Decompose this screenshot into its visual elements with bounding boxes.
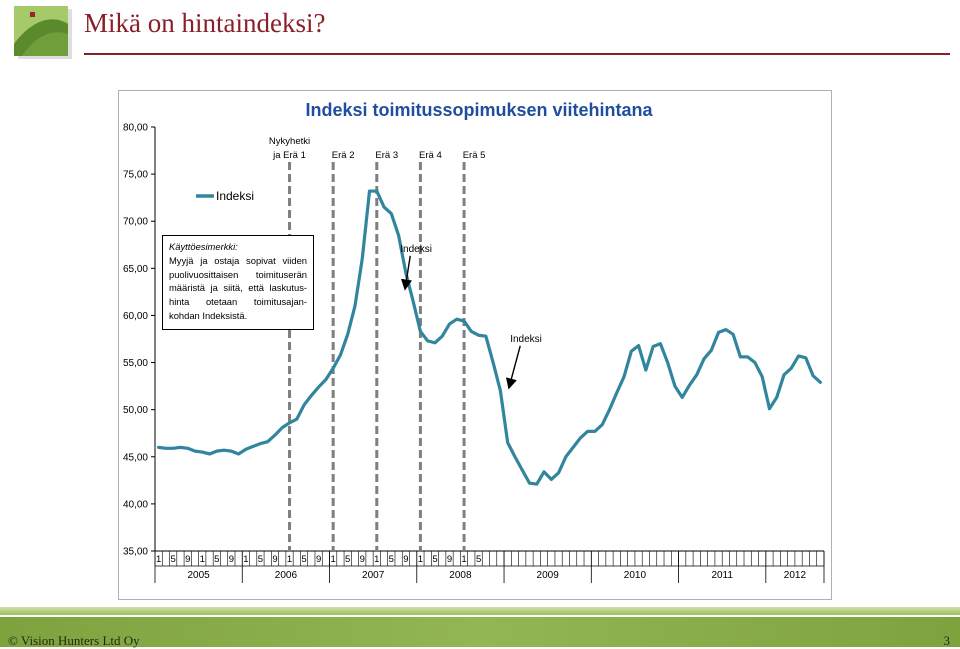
- green-square-logo-icon: [14, 6, 72, 59]
- x-month-label: 5: [476, 554, 481, 565]
- x-month-label: 1: [418, 554, 423, 565]
- annotation-arrow: [505, 345, 521, 390]
- x-month-label: 5: [214, 554, 219, 565]
- x-month-label: 9: [272, 554, 277, 565]
- y-tick-label: 55,00: [123, 358, 148, 369]
- x-month-label: 1: [200, 554, 205, 565]
- chart-title: Indeksi toimitussopimuksen viitehintana: [305, 100, 653, 120]
- x-month-label: 9: [229, 554, 234, 565]
- x-month-label: 9: [360, 554, 365, 565]
- y-tick-label: 60,00: [123, 311, 148, 322]
- period-marker-label: Erä 2: [332, 150, 355, 161]
- slide-footer: © Vision Hunters Ltd Oy 3: [0, 607, 960, 648]
- footer-band: [0, 607, 960, 615]
- y-tick-label: 45,00: [123, 452, 148, 463]
- y-tick-label: 80,00: [123, 123, 148, 134]
- note-title: Käyttöesimerkki:: [169, 241, 238, 252]
- annotation-label: Indeksi: [400, 244, 432, 255]
- x-month-label: 5: [301, 554, 306, 565]
- x-month-label: 1: [156, 554, 161, 565]
- y-tick-label: 70,00: [123, 217, 148, 228]
- x-month-label: 5: [432, 554, 437, 565]
- y-tick-label: 40,00: [123, 499, 148, 510]
- x-month-label: 1: [287, 554, 292, 565]
- x-year-label: 2006: [275, 570, 298, 581]
- x-month-label: 5: [258, 554, 263, 565]
- copyright-text: © Vision Hunters Ltd Oy: [8, 633, 140, 648]
- footer-bar: © Vision Hunters Ltd Oy 3: [0, 617, 960, 648]
- legend: Indeksi: [196, 189, 254, 203]
- period-marker-label: Erä 4: [419, 150, 442, 161]
- annotation-label: Indeksi: [510, 334, 542, 345]
- period-markers: Nykyhetki ja Erä 1 Erä 2 Erä 3 Erä 4 Erä 5: [269, 136, 485, 551]
- x-month-label: 5: [389, 554, 394, 565]
- x-month-label: 5: [171, 554, 176, 565]
- period-marker-label: Erä 3: [375, 150, 398, 161]
- x-month-label: 9: [403, 554, 408, 565]
- x-year-label: 2010: [624, 570, 647, 581]
- x-month-label: 1: [461, 554, 466, 565]
- period-marker-label: Erä 5: [463, 150, 486, 161]
- x-year-label: 2011: [711, 570, 733, 581]
- y-tick-label: 75,00: [123, 170, 148, 181]
- period-marker-label: ja Erä 1: [272, 150, 306, 161]
- x-year-label: 2009: [537, 570, 560, 581]
- x-month-label: 9: [316, 554, 321, 565]
- annotation-arrow: [401, 255, 413, 291]
- note-body: Myyjä ja ostaja sopivat viiden puolivuos…: [169, 254, 307, 321]
- y-axis: 35,00 40,00 45,00 50,00 55,00 60,00 65,00 70,00…: [123, 123, 156, 558]
- annotations: Indeksi Indeksi: [400, 244, 542, 390]
- y-tick-label: 50,00: [123, 405, 148, 416]
- x-year-label: 2012: [784, 570, 807, 581]
- x-month-label: 1: [374, 554, 379, 565]
- x-year-label: 2007: [362, 570, 385, 581]
- series-line-indeksi: [157, 189, 822, 486]
- y-tick-label: 65,00: [123, 264, 148, 275]
- x-month-label: 1: [243, 554, 248, 565]
- x-month-label: 9: [185, 554, 190, 565]
- x-month-label: 5: [345, 554, 350, 565]
- index-line-chart: Indeksi toimitussopimuksen viitehintana …: [118, 90, 832, 600]
- chart-frame: [118, 90, 832, 600]
- slide-title: Mikä on hintaindeksi?: [84, 8, 326, 38]
- title-underline: [84, 53, 950, 55]
- legend-label: Indeksi: [216, 189, 254, 203]
- page-number: 3: [943, 633, 951, 648]
- period-marker-label: Nykyhetki: [269, 136, 310, 147]
- x-year-label: 2005: [188, 570, 211, 581]
- x-year-label: 2008: [449, 570, 472, 581]
- x-month-label: 9: [447, 554, 452, 565]
- x-month-label: 1: [331, 554, 336, 565]
- usage-example-note: Käyttöesimerkki: Myyjä ja ostaja sopivat…: [162, 235, 314, 330]
- y-tick-label: 35,00: [123, 547, 148, 558]
